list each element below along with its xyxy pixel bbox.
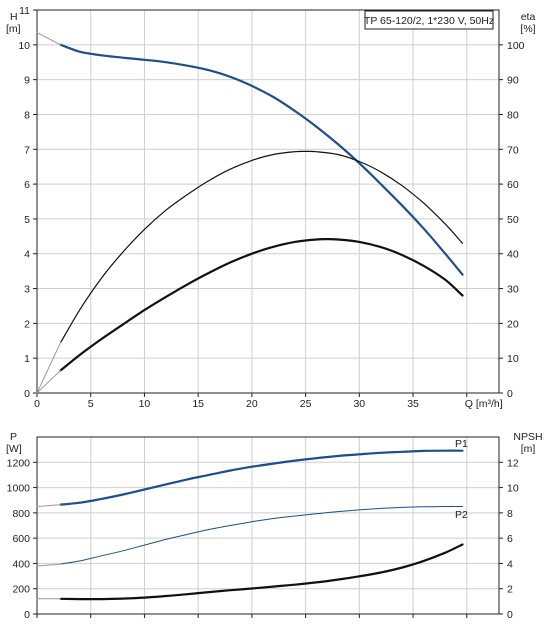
y-right-axis-label: eta (521, 11, 536, 23)
y-right-tick-label: 90 (507, 75, 519, 87)
chart-title-box (364, 10, 494, 30)
y-left-tick-label: 6 (24, 179, 30, 191)
head-efficiency-panel: 0 1 2 3 4 5 6 7 8 9 10 11 0 10 20 30 40 50 60 70 80 90 100 0 5 10… (6, 5, 536, 410)
x-tick-label: 30 (353, 398, 365, 410)
y-right-axis-label: NPSH (513, 431, 542, 443)
y-right-tick-label: 50 (507, 214, 519, 226)
series-line (36, 563, 62, 567)
y-left-tick-label: 8 (24, 109, 30, 121)
series-line (36, 32, 62, 46)
y-right-tick-label: 0 (507, 609, 513, 621)
y-left-tick-label: 0 (24, 388, 30, 400)
series-line (36, 504, 62, 507)
chart-title: TP 65-120/2, 1*230 V, 50Hz (364, 15, 494, 27)
y-left-axis-label: H (10, 11, 18, 23)
series-label: P2 (455, 509, 468, 521)
y-left-tick-label: 200 (12, 584, 30, 596)
y-right-tick-label: 100 (507, 40, 525, 52)
x-tick-label: 25 (300, 398, 312, 410)
x-tick-label: 15 (192, 398, 204, 410)
y-right-tick-label: 60 (507, 179, 519, 191)
y-right-tick-label: 10 (507, 353, 519, 365)
x-tick-label: 10 (139, 398, 151, 410)
y-left-tick-label: 3 (24, 284, 30, 296)
x-tick-label: 0 (34, 398, 40, 410)
series-line (59, 43, 464, 276)
x-tick-label: 35 (407, 398, 419, 410)
x-tick-label: 5 (88, 398, 94, 410)
y-left-tick-label: 10 (18, 40, 30, 52)
y-right-tick-label: 10 (507, 483, 519, 495)
y-left-tick-label: 1200 (7, 457, 31, 469)
y-right-tick-label: 2 (507, 584, 513, 596)
y-left-tick-label: 1 (24, 353, 30, 365)
y-left-axis-label: P (10, 431, 17, 443)
y-right-tick-label: 0 (507, 388, 513, 400)
x-tick-label: 20 (246, 398, 258, 410)
y-left-axis-unit: [m] (6, 23, 21, 35)
series-line (36, 369, 62, 394)
y-right-axis-unit: [%] (520, 23, 535, 35)
y-right-tick-label: 70 (507, 144, 519, 156)
series-label: P1 (455, 438, 468, 450)
y-right-tick-label: 4 (507, 558, 513, 570)
y-right-tick-label: 20 (507, 318, 519, 330)
y-right-tick-label: 30 (507, 284, 519, 296)
y-left-tick-label: 5 (24, 214, 30, 226)
y-left-tick-label: 2 (24, 318, 30, 330)
y-right-tick-label: 12 (507, 457, 519, 469)
series-line (59, 543, 464, 601)
y-right-axis-unit: [m] (521, 443, 536, 455)
y-left-tick-label: 0 (24, 609, 30, 621)
series-line (60, 150, 464, 344)
series-line-p1 (59, 449, 464, 506)
y-right-tick-label: 80 (507, 109, 519, 121)
power-npsh-panel: 0 200 400 600 800 1000 1200 0 2 4 6 8 10 12 P[W] NPSH[m… (6, 431, 543, 621)
y-left-tick-label: 800 (12, 508, 30, 520)
plot-frame (36, 436, 500, 615)
y-left-tick-label: 600 (12, 533, 30, 545)
y-right-tick-label: 8 (507, 508, 513, 520)
y-right-tick-label: 6 (507, 533, 513, 545)
y-left-tick-label: 4 (24, 249, 30, 261)
series-line (36, 342, 62, 394)
plot-frame (36, 9, 500, 394)
y-right-tick-label: 40 (507, 249, 519, 261)
series-line (59, 237, 464, 372)
y-left-tick-label: 400 (12, 558, 30, 570)
series-line-p2 (60, 506, 463, 565)
y-left-tick-label: 7 (24, 144, 30, 156)
y-left-tick-label: 11 (19, 5, 30, 17)
y-left-tick-label: 1000 (7, 483, 31, 495)
y-left-tick-label: 9 (24, 75, 30, 87)
y-left-axis-unit: [W] (6, 443, 22, 455)
x-axis-label: Q [m³/h] (465, 398, 503, 410)
